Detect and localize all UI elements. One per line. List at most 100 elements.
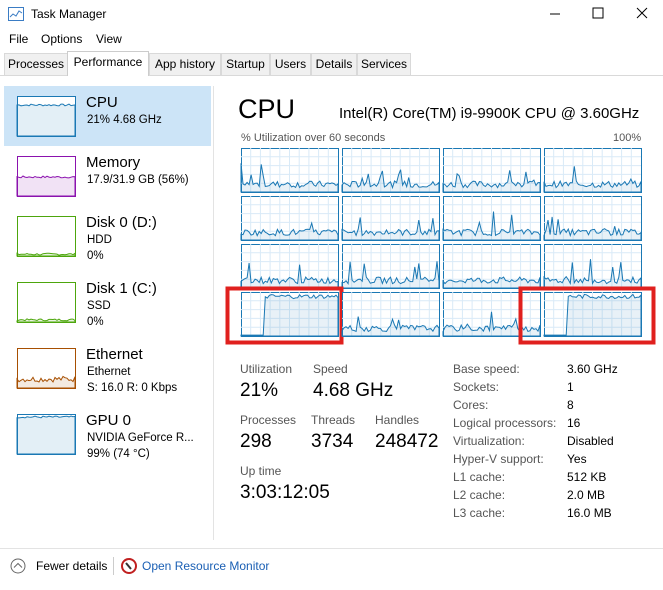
cpu-model: Intel(R) Core(TM) i9-9900K CPU @ 3.60GHz (339, 105, 640, 122)
close[interactable] (636, 7, 648, 19)
detail-label: Logical processors: (453, 416, 557, 430)
core-usage (341, 169, 440, 193)
thumbnail-fill (16, 103, 76, 137)
footer-divider (0, 548, 663, 549)
detail-value: Yes (567, 452, 587, 466)
detail-value: 1 (567, 380, 574, 394)
cpu-title: CPU (238, 94, 296, 124)
core-usage (543, 259, 642, 289)
sidebar-detail: SSD (87, 300, 111, 312)
tab[interactable]: Processes (4, 53, 68, 75)
stat-value: 248472 (375, 431, 439, 452)
detail-value: 2.0 MB (567, 488, 606, 502)
sidebar-title[interactable]: Disk 0 (D:) (86, 214, 157, 231)
detail-value: 16 (567, 416, 581, 430)
detail-label: Base speed: (453, 362, 520, 376)
footer-separator (113, 557, 114, 575)
open-resource-monitor[interactable]: Open Resource Monitor (142, 559, 270, 573)
fewer-details[interactable]: Fewer details (36, 559, 108, 573)
stat-label: Up time (240, 464, 282, 478)
detail-label: Virtualization: (453, 434, 525, 448)
sidebar-title[interactable]: CPU (86, 94, 118, 111)
thumbnail-fill (16, 318, 76, 323)
highlight-box (518, 286, 656, 345)
core-usage (543, 216, 642, 241)
detail-value: 16.0 MB (567, 506, 612, 520)
highlight-box (225, 286, 344, 345)
detail-label: L3 cache: (453, 506, 506, 520)
core-usage (240, 262, 339, 289)
core-usage (240, 163, 339, 193)
menu-item[interactable]: View (96, 32, 122, 46)
detail-label: Hyper-V support: (453, 452, 544, 466)
sidebar-detail: Ethernet (87, 366, 131, 378)
sidebar-divider (213, 86, 214, 540)
maximize[interactable] (592, 7, 604, 19)
graph-max: 100% (613, 132, 642, 144)
detail-value: 8 (567, 398, 574, 412)
stat-value: 4.68 GHz (313, 380, 394, 401)
core-usage (442, 211, 541, 241)
stat-value: 298 (240, 431, 272, 452)
core-usage (341, 316, 440, 337)
stat-label: Handles (375, 413, 420, 427)
menu-item[interactable]: File (9, 32, 29, 46)
core-usage (442, 276, 541, 289)
stat-value: 3:03:12:05 (240, 482, 330, 503)
detail-label: L1 cache: (453, 470, 506, 484)
stat-label: Utilization (240, 362, 293, 376)
core-usage (442, 170, 541, 193)
window-controls[interactable] (540, 0, 663, 28)
thumbnail-fill (16, 175, 76, 197)
stat-value: 3734 (311, 431, 354, 452)
tab[interactable]: Services (357, 53, 411, 75)
detail-label: L2 cache: (453, 488, 506, 502)
menu-item[interactable]: Options (41, 32, 83, 46)
sidebar-detail: 99% (74 °C) (87, 448, 150, 460)
sidebar-detail: 0% (87, 316, 104, 328)
sidebar-title[interactable]: GPU 0 (86, 412, 132, 429)
sidebar-title[interactable]: Disk 1 (C:) (86, 280, 157, 297)
thumbnail (17, 96, 76, 137)
core-usage (442, 311, 541, 337)
tab[interactable]: Users (270, 53, 311, 75)
core-usage (341, 217, 440, 241)
core-usage (543, 166, 642, 193)
detail-label: Sockets: (453, 380, 500, 394)
core-usage (543, 293, 642, 337)
sidebar-title[interactable]: Memory (86, 154, 141, 171)
core-usage (341, 261, 440, 289)
monitor-icon[interactable] (121, 558, 137, 574)
sidebar-detail: 21% 4.68 GHz (87, 114, 162, 126)
detail-value: 512 KB (567, 470, 607, 484)
stat-label: Threads (311, 413, 356, 427)
tab[interactable]: Performance (67, 51, 149, 76)
detail-label: Cores: (453, 398, 489, 412)
sidebar-detail: NVIDIA GeForce R... (87, 432, 194, 444)
tab[interactable]: App history (149, 53, 221, 75)
detail-value: Disabled (567, 434, 614, 448)
tab[interactable]: Details (311, 53, 357, 75)
window-title: Task Manager (31, 7, 107, 21)
app-icon (8, 7, 24, 21)
fewer-icon[interactable] (10, 558, 26, 574)
core-usage (240, 221, 339, 241)
tab[interactable]: Startup (221, 53, 270, 75)
thumbnail-fill (16, 252, 76, 257)
thumbnail (17, 282, 76, 323)
stat-value: 21% (240, 380, 279, 401)
sidebar-detail: 0% (87, 250, 104, 262)
sidebar-title[interactable]: Ethernet (86, 346, 143, 363)
thumbnail-fill (16, 415, 76, 455)
stat-label: Speed (313, 362, 348, 376)
sidebar-detail: HDD (87, 234, 112, 246)
tab-divider (0, 75, 663, 76)
stat-label: Processes (240, 413, 297, 427)
thumbnail (17, 216, 76, 257)
core-usage (240, 293, 339, 337)
thumbnail-fill (16, 375, 76, 389)
thumbnail (17, 414, 76, 455)
sidebar-detail: 17.9/31.9 GB (56%) (87, 174, 189, 186)
